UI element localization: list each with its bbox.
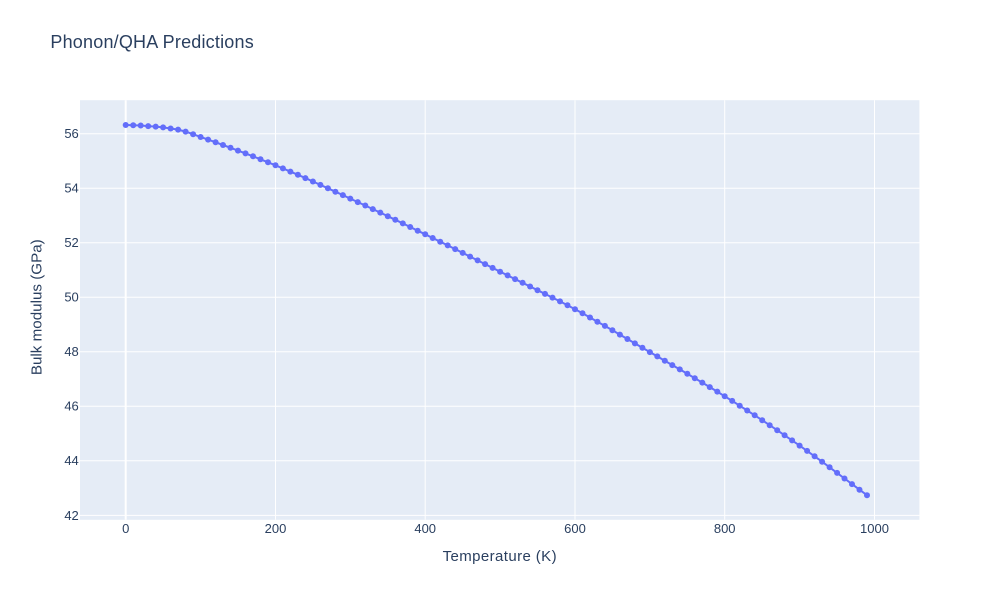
svg-text:Temperature (K): Temperature (K) <box>443 548 557 565</box>
svg-text:50: 50 <box>64 290 78 305</box>
svg-text:48: 48 <box>64 344 78 359</box>
svg-text:42: 42 <box>64 508 78 523</box>
svg-text:Phonon/QHA Predictions: Phonon/QHA Predictions <box>50 32 254 52</box>
svg-text:44: 44 <box>64 453 78 468</box>
svg-text:46: 46 <box>64 399 78 414</box>
svg-text:56: 56 <box>64 126 78 141</box>
svg-text:400: 400 <box>414 521 436 536</box>
svg-text:0: 0 <box>122 521 129 536</box>
svg-text:1000: 1000 <box>860 521 889 536</box>
svg-text:52: 52 <box>64 235 78 250</box>
svg-text:Bulk modulus (GPa): Bulk modulus (GPa) <box>29 239 46 375</box>
svg-text:600: 600 <box>564 521 586 536</box>
svg-text:800: 800 <box>714 521 736 536</box>
svg-text:200: 200 <box>265 521 287 536</box>
svg-text:54: 54 <box>64 181 78 196</box>
